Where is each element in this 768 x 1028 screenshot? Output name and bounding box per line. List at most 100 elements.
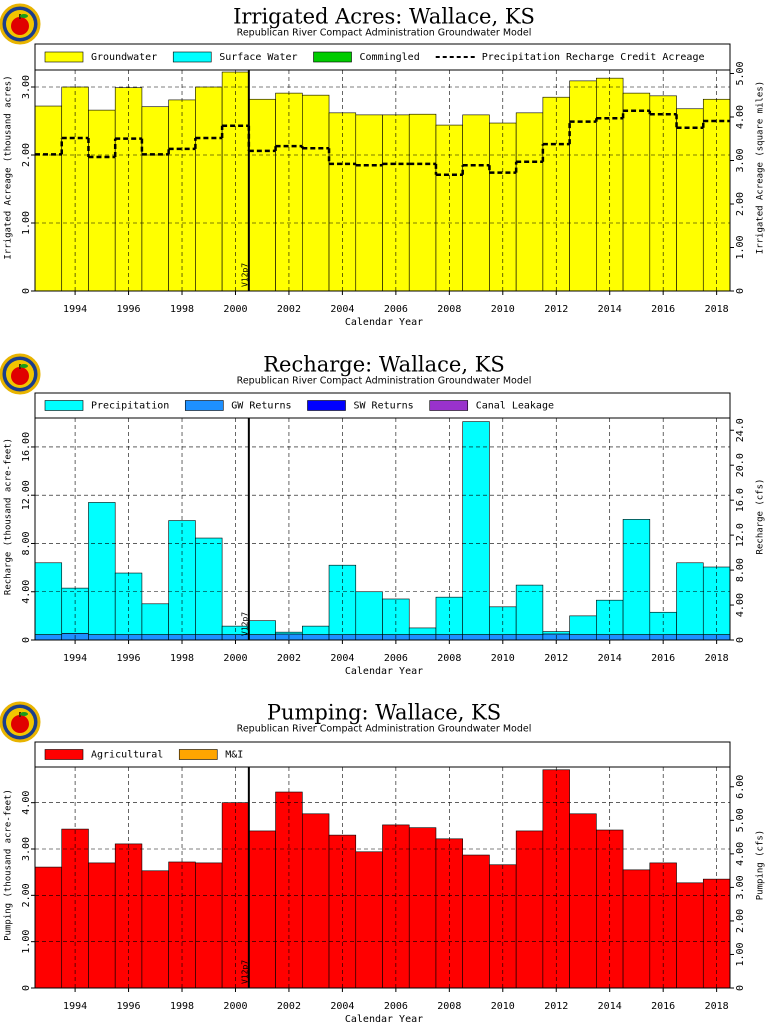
bar [88, 862, 116, 989]
y-tick-label: 2.00 [21, 143, 32, 167]
legend-swatch [178, 749, 218, 760]
chart-subtitle: Republican River Compact Administration … [237, 724, 532, 735]
y-tick-label: 3.00 [21, 837, 32, 861]
y2-tick-label: 3.00 [735, 875, 746, 899]
annotation-text: V12p7 [240, 612, 249, 636]
bar [622, 92, 651, 292]
x-tick-label: 2016 [651, 304, 675, 315]
y2-tick-label: 5.00 [735, 61, 746, 85]
bar [34, 634, 63, 641]
x-tick-label: 2016 [651, 1001, 675, 1012]
y2-tick-label: 1.00 [735, 235, 746, 259]
y2-axis-label: Irrigated Acreage (square miles) [756, 81, 766, 254]
bar [355, 114, 383, 292]
bar [302, 94, 330, 292]
x-tick-label: 2012 [544, 1001, 568, 1012]
bar [195, 862, 223, 989]
bar [328, 112, 357, 292]
x-tick-label: 2018 [705, 1001, 729, 1012]
bar [622, 519, 651, 635]
legend-label: Canal Leakage [476, 401, 554, 412]
bar [141, 603, 169, 635]
bar [34, 866, 63, 989]
bar [408, 827, 437, 989]
bar [275, 631, 303, 635]
bar [462, 854, 490, 989]
bar [408, 634, 437, 641]
x-tick-label: 2000 [223, 1001, 247, 1012]
chart-title: Irrigated Acres: Wallace, KS [233, 5, 535, 29]
bar [676, 634, 704, 641]
y2-axis-label: Pumping (cfs) [756, 830, 766, 900]
bar [462, 114, 490, 292]
bar [141, 106, 169, 292]
legend-swatch [184, 400, 224, 411]
legend-label: SW Returns [354, 401, 414, 412]
y-tick-label: 4.00 [21, 791, 32, 815]
x-axis-label: Calendar Year [345, 666, 423, 677]
y2-tick-label: 4.00 [735, 593, 746, 617]
y2-tick-label: 16.0 [735, 488, 746, 512]
bar [221, 71, 250, 292]
bar [302, 634, 330, 641]
x-tick-label: 2006 [384, 304, 408, 315]
x-tick-label: 2002 [277, 304, 301, 315]
legend-swatch [44, 400, 84, 411]
x-tick-label: 2006 [384, 653, 408, 664]
bar [489, 122, 517, 292]
bar [569, 80, 597, 292]
legend-swatch [307, 400, 346, 411]
x-tick-label: 2004 [330, 1001, 354, 1012]
bar [462, 421, 490, 635]
bar [248, 620, 276, 635]
y2-tick-label: 1.00 [735, 942, 746, 966]
y2-tick-label: 2.00 [735, 909, 746, 933]
x-tick-label: 2008 [437, 1001, 461, 1012]
y2-tick-label: 0 [735, 637, 746, 643]
x-axis-label: Calendar Year [345, 1014, 423, 1024]
bar [248, 830, 276, 989]
bar [302, 813, 330, 989]
legend-label: Commingled [360, 52, 420, 63]
bar [676, 882, 704, 989]
bar [141, 870, 169, 989]
legend-swatch [44, 749, 84, 760]
x-tick-label: 2012 [544, 304, 568, 315]
x-tick-label: 2006 [384, 1001, 408, 1012]
bar [676, 562, 704, 635]
y2-tick-label: 6.00 [735, 775, 746, 799]
x-tick-label: 2002 [277, 653, 301, 664]
x-tick-label: 2018 [705, 304, 729, 315]
x-tick-label: 2002 [277, 1001, 301, 1012]
x-tick-label: 2000 [223, 304, 247, 315]
bar [248, 634, 276, 641]
x-tick-label: 2004 [330, 304, 354, 315]
legend-label: M&I [225, 750, 243, 761]
y2-tick-label: 12.0 [735, 523, 746, 547]
x-tick-label: 2014 [598, 653, 622, 664]
plot-border [34, 741, 731, 989]
legend-label: Groundwater [91, 52, 157, 63]
x-tick-label: 1998 [170, 1001, 194, 1012]
y2-tick-label: 0 [735, 985, 746, 991]
x-tick-label: 1994 [63, 653, 87, 664]
y2-tick-label: 4.00 [735, 842, 746, 866]
x-tick-label: 2014 [598, 304, 622, 315]
plot-border [34, 392, 731, 641]
x-tick-label: 2010 [491, 304, 515, 315]
y-tick-label: 16.00 [21, 432, 32, 462]
legend-swatch [429, 400, 469, 411]
bar [515, 112, 544, 292]
y2-tick-label: 24.0 [735, 418, 746, 442]
legend-label: Surface Water [219, 52, 297, 63]
bar [569, 615, 597, 635]
bar [649, 862, 677, 989]
bar [622, 869, 651, 989]
annotation-text: V12p7 [240, 263, 249, 287]
logo [0, 3, 41, 45]
x-tick-label: 2008 [437, 304, 461, 315]
legend-label: Precipitation Recharge Credit Acreage [482, 52, 705, 63]
bar [88, 634, 116, 641]
y2-tick-label: 4.00 [735, 105, 746, 129]
